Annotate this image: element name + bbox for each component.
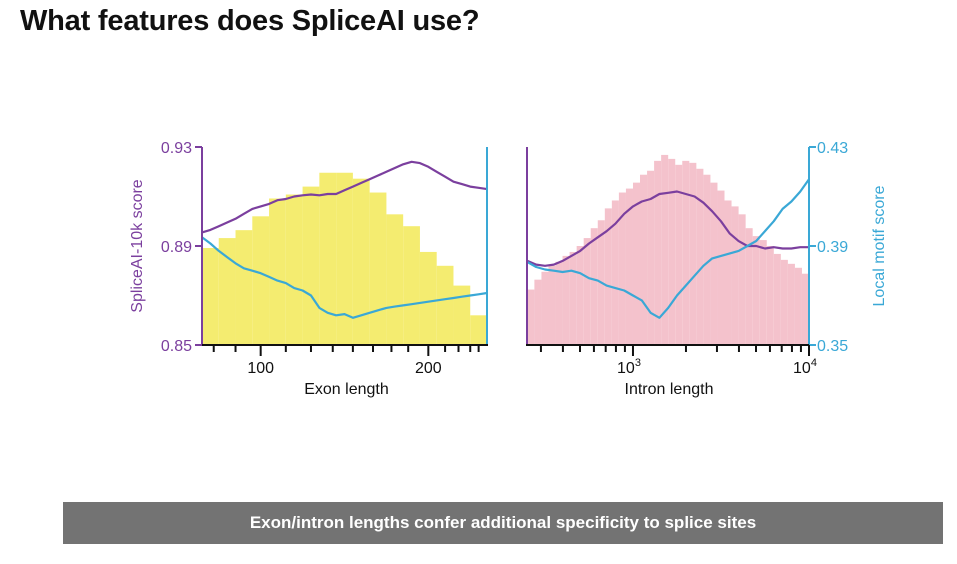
intron-hist-bar xyxy=(647,170,655,345)
exon-hist-bar xyxy=(235,230,253,345)
intron-hist-bar xyxy=(780,259,788,345)
page-title: What features does SpliceAI use? xyxy=(20,5,480,37)
intron-hist-bar xyxy=(541,271,549,345)
intron-hist-bar xyxy=(640,174,648,345)
exon-hist-bar xyxy=(218,238,236,345)
intron-hist-bar xyxy=(618,192,626,345)
intron-hist-bar xyxy=(766,246,774,345)
intron-hist-bar xyxy=(562,255,570,345)
intron-hist-bar xyxy=(752,236,760,345)
exon-hist-bar xyxy=(319,172,337,345)
intron-y-tick-label: 0.43 xyxy=(817,140,848,157)
exon-hist-bar xyxy=(302,186,320,345)
exon-hist-bar xyxy=(252,216,270,345)
exon-spliceai-line xyxy=(201,160,488,234)
intron-motif-line xyxy=(526,178,810,319)
intron-hist-bar xyxy=(724,200,732,345)
intron-hist-bar xyxy=(738,214,746,345)
intron-hist-bar xyxy=(534,279,542,345)
exon-x-tick-label: 100 xyxy=(247,360,274,377)
intron-hist-bar xyxy=(555,261,563,345)
conclusion-banner: Exon/intron lengths confer additional sp… xyxy=(63,502,943,544)
intron-y-tick-label: 0.35 xyxy=(817,338,848,355)
intron-y-tick-label: 0.39 xyxy=(817,239,848,256)
exon-length-panel: 0.85 0.89 0.93 SpliceAI-10k score 100 200 Exon… xyxy=(129,140,488,398)
intron-hist-bar xyxy=(703,174,711,345)
intron-hist-bar xyxy=(794,267,802,345)
exon-y-tick-label: 0.85 xyxy=(161,338,192,355)
exon-hist-bar xyxy=(386,214,404,345)
intron-hist-bar xyxy=(604,208,612,345)
intron-x-tick-label: 104 xyxy=(793,357,817,377)
intron-x-tick-label: 103 xyxy=(617,357,641,377)
exon-x-tick-label: 200 xyxy=(415,360,442,377)
intron-hist-bar xyxy=(731,206,739,345)
intron-hist-bar xyxy=(801,273,809,345)
intron-hist-bar xyxy=(745,228,753,345)
exon-hist-bar xyxy=(470,315,487,345)
intron-hist-bar xyxy=(773,253,781,345)
intron-hist-bar xyxy=(611,200,619,345)
intron-hist-bar xyxy=(576,246,584,345)
exon-hist-bar xyxy=(352,178,370,345)
intron-x-tick-exponent: 3 xyxy=(635,357,641,369)
intron-hist-bar xyxy=(696,168,704,345)
intron-x-tick-exponent: 4 xyxy=(811,357,817,369)
intron-hist-bar xyxy=(654,160,662,345)
exon-y-axis-title: SpliceAI-10k score xyxy=(129,179,146,312)
exon-y-tick-label: 0.93 xyxy=(161,140,192,157)
intron-length-panel: 0.35 0.39 0.43 Local motif score 103 104 Intro… xyxy=(526,140,888,398)
intron-hist-bar xyxy=(717,190,725,345)
intron-hist-bar xyxy=(661,154,669,345)
intron-hist-bar xyxy=(682,160,690,345)
splice-feature-charts: 0.85 0.89 0.93 SpliceAI-10k score 100 200 Exon… xyxy=(129,140,888,398)
intron-hist-bar xyxy=(583,238,591,345)
intron-hist-bar xyxy=(787,263,795,345)
intron-hist-bar xyxy=(710,182,718,345)
exon-hist-bar xyxy=(436,265,454,345)
exon-hist-bar xyxy=(419,251,437,345)
exon-y-tick-label: 0.89 xyxy=(161,239,192,256)
intron-hist-bar xyxy=(668,158,676,345)
intron-hist-bar xyxy=(548,265,556,345)
intron-spliceai-line xyxy=(526,190,809,267)
intron-hist-bar xyxy=(759,240,767,345)
exon-motif-line xyxy=(201,236,488,319)
intron-hist-bar xyxy=(569,251,577,345)
exon-x-axis-title: Exon length xyxy=(304,381,389,398)
exon-hist-bar xyxy=(403,226,420,345)
intron-hist-bar xyxy=(590,228,598,345)
intron-hist-bar xyxy=(675,164,683,345)
exon-hist-bar xyxy=(369,192,387,345)
exon-hist-bar xyxy=(269,198,286,345)
intron-y-axis-title: Local motif score xyxy=(871,185,888,306)
intron-hist-bar xyxy=(527,289,535,345)
exon-hist-bar xyxy=(336,172,353,345)
intron-hist-bar xyxy=(689,162,697,345)
intron-hist-bar xyxy=(625,188,633,345)
intron-x-axis-title: Intron length xyxy=(625,381,714,398)
exon-hist-bar xyxy=(453,285,471,345)
exon-hist-bar xyxy=(285,194,303,345)
intron-hist-bar xyxy=(632,182,641,345)
exon-hist-bar xyxy=(202,247,219,345)
